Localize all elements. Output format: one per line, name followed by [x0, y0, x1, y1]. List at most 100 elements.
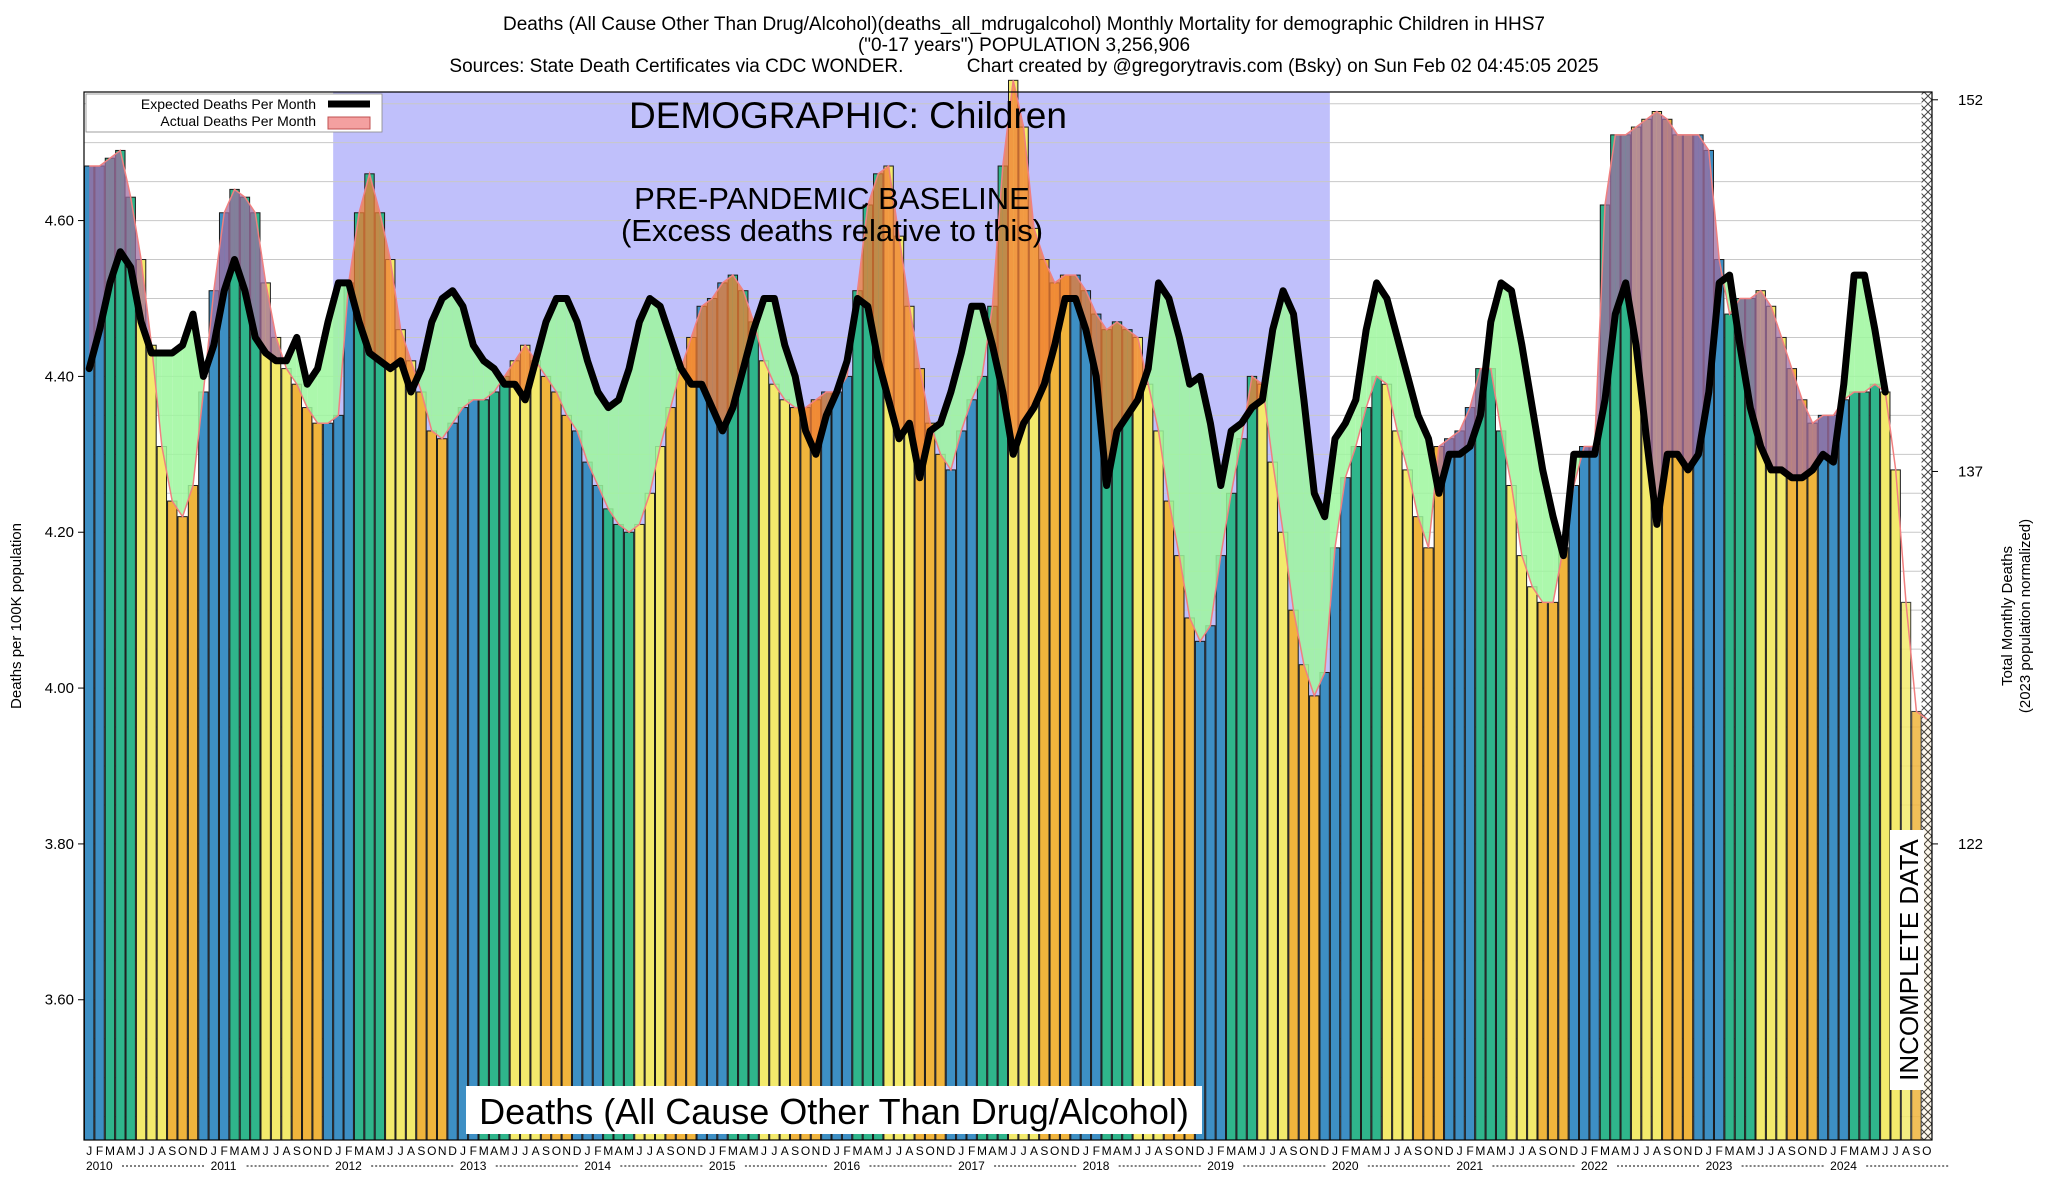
x-tick-label: M	[479, 1144, 489, 1158]
deficit-area	[1376, 282, 1387, 385]
chart-title-line-2: ("0-17 years") POPULATION 3,256,906	[857, 35, 1191, 56]
x-tick-label: F	[220, 1144, 227, 1158]
excess-area	[1646, 111, 1657, 525]
x-tick-label: F	[1591, 1144, 1598, 1158]
x-tick-label: N	[1061, 1144, 1070, 1158]
x-tick-label: D	[1196, 1144, 1205, 1158]
deficit-area	[1418, 415, 1429, 548]
legend-actual-swatch	[327, 116, 371, 130]
x-tick-label: N	[936, 1144, 945, 1158]
deficit-area	[639, 298, 650, 525]
x-tick-label: N	[1185, 1144, 1194, 1158]
deficit-area	[1272, 290, 1284, 533]
x-tick-label: M	[105, 1144, 115, 1158]
bar	[738, 290, 749, 1141]
deficit-area	[618, 368, 630, 533]
bar	[540, 375, 552, 1141]
x-tick-label: J	[1384, 1144, 1390, 1158]
x-tick-label: S	[293, 1144, 301, 1158]
x-tick-label: M	[1621, 1144, 1631, 1158]
bar	[1205, 625, 1216, 1141]
bar	[675, 368, 687, 1141]
bar	[592, 484, 604, 1141]
bar	[1807, 422, 1818, 1141]
deficit-area	[1511, 290, 1522, 556]
bar	[1454, 430, 1465, 1141]
bar	[135, 259, 147, 1141]
bar	[302, 407, 313, 1141]
bar	[530, 360, 541, 1141]
x-tick-label: J	[1758, 1144, 1764, 1158]
x-tick-label: F	[843, 1144, 850, 1158]
x-tick-label: F	[1466, 1144, 1473, 1158]
x-tick-label: N	[313, 1144, 322, 1158]
bar	[613, 523, 624, 1141]
bar	[1828, 414, 1839, 1141]
x-tick-label: J	[771, 1144, 777, 1158]
year-label: 2018	[1083, 1159, 1110, 1173]
bar	[468, 399, 479, 1141]
x-tick-label: D	[1694, 1144, 1703, 1158]
deficit-area	[971, 306, 983, 400]
bar	[187, 484, 199, 1141]
x-tick-label: J	[398, 1144, 404, 1158]
bar	[239, 196, 251, 1141]
deficit-area	[452, 290, 463, 424]
x-tick-label: F	[96, 1144, 103, 1158]
excess-area	[244, 197, 256, 338]
bar	[1838, 399, 1849, 1141]
x-tick-label: O	[1922, 1144, 1931, 1158]
x-tick-label: J	[335, 1144, 341, 1158]
bar	[1734, 297, 1746, 1141]
bar	[291, 383, 303, 1141]
x-tick-label: A	[158, 1144, 166, 1158]
x-tick-label: A	[1238, 1144, 1246, 1158]
x-tick-label: A	[739, 1144, 747, 1158]
year-label: 2014	[584, 1159, 611, 1173]
bar	[260, 282, 271, 1141]
y-tick-label: 4.20	[45, 524, 74, 541]
x-tick-label: J	[1457, 1144, 1463, 1158]
bar	[758, 360, 770, 1141]
x-tick-label: J	[1010, 1144, 1016, 1158]
x-tick-label: D	[1819, 1144, 1828, 1158]
bar	[1142, 383, 1154, 1141]
x-tick-label: S	[1414, 1144, 1422, 1158]
expected-deaths-line	[85, 248, 1889, 560]
x-tick-label: M	[977, 1144, 987, 1158]
bar	[603, 508, 614, 1141]
legend-expected-label: Expected Deaths Per Month	[141, 96, 316, 112]
x-tick-label: A	[1279, 1144, 1287, 1158]
x-tick-label: A	[1528, 1144, 1536, 1158]
bar	[1495, 430, 1507, 1141]
x-tick-label: S	[1165, 1144, 1173, 1158]
x-tick-label: S	[1663, 1144, 1671, 1158]
year-label: 2017	[958, 1159, 985, 1173]
deficit-area	[172, 345, 183, 517]
year-label: 2023	[1706, 1159, 1733, 1173]
x-tick-label: O	[1299, 1144, 1308, 1158]
bar	[270, 336, 282, 1141]
x-tick-label: M	[1725, 1144, 1735, 1158]
excess-area	[1822, 415, 1834, 463]
deficit-area	[442, 290, 453, 439]
x-tick-label: J	[1207, 1144, 1213, 1158]
x-tick-label: M	[749, 1144, 759, 1158]
deficit-area	[940, 391, 951, 470]
excess-area	[1023, 127, 1034, 424]
x-tick-label: F	[1093, 1144, 1100, 1158]
bar	[385, 259, 396, 1141]
excess-area	[701, 298, 713, 408]
x-tick-label: A	[988, 1144, 996, 1158]
excess-area	[390, 259, 401, 369]
bar	[1381, 383, 1393, 1141]
x-tick-label: J	[958, 1144, 964, 1158]
x-tick-label: J	[886, 1144, 892, 1158]
bar	[1194, 640, 1206, 1141]
bar	[655, 446, 666, 1141]
x-tick-label: O	[925, 1144, 934, 1158]
bar	[696, 305, 707, 1141]
x-tick-label: O	[1673, 1144, 1682, 1158]
x-tick-label: F	[1217, 1144, 1224, 1158]
